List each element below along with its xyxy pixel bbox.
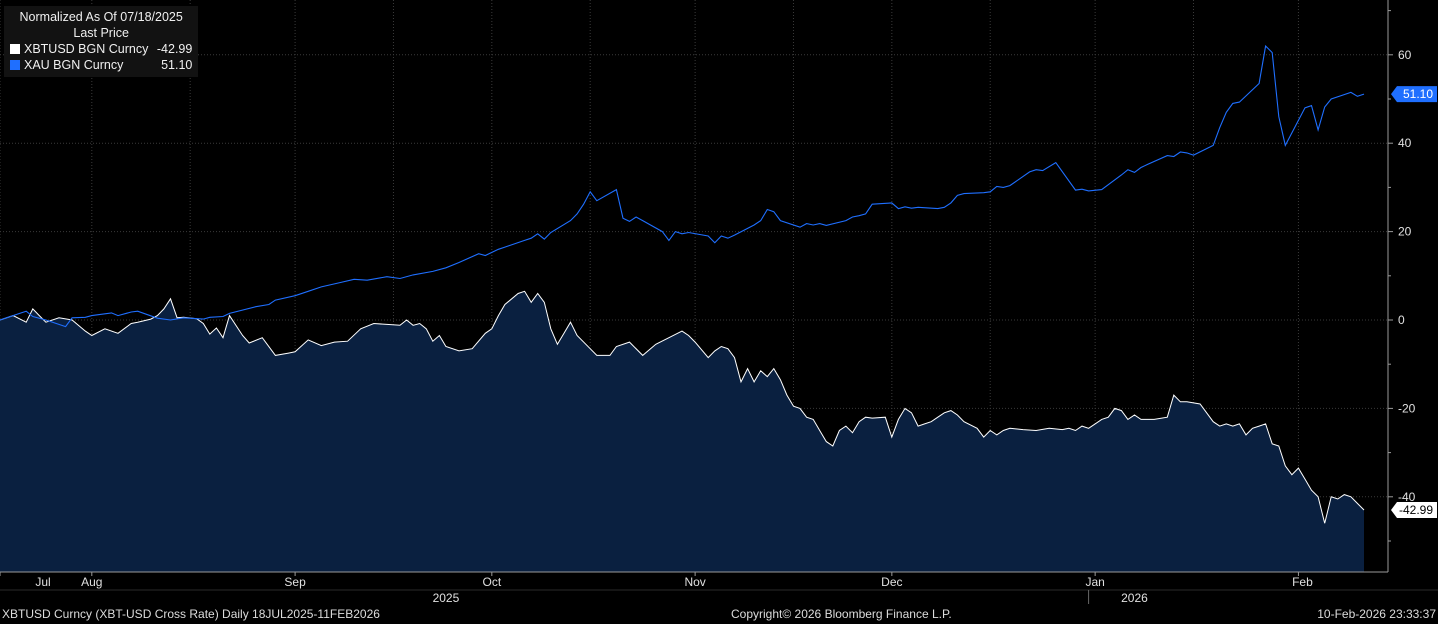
- footer-timestamp: 10-Feb-2026 23:33:37: [1317, 607, 1436, 621]
- xau-line-series: [0, 44, 1365, 328]
- y-axis-ticks: 60 40 20 0 -20 -40: [1388, 10, 1416, 542]
- year-label: 2025: [433, 591, 460, 605]
- legend-swatch-xbt: [10, 44, 20, 54]
- footer-copyright: Copyright© 2026 Bloomberg Finance L.P.: [731, 607, 952, 621]
- x-axis-ticks: Jul Aug Sep Oct Nov Dec Jan Feb 2025 2026: [0, 572, 1313, 605]
- x-tick-label: Aug: [81, 575, 102, 589]
- badge-label: 51.10: [1403, 87, 1433, 101]
- x-tick-label: Jan: [1085, 575, 1104, 589]
- y-tick-label: 20: [1398, 225, 1412, 239]
- legend-value-xau: 51.10: [161, 58, 193, 72]
- y-tick-label: 0: [1398, 313, 1405, 327]
- y-tick-label: -40: [1398, 490, 1416, 504]
- y-tick-label: -20: [1398, 401, 1416, 415]
- badge-shape: [1391, 502, 1437, 519]
- legend-name-xau: XAU BGN Curncy: [24, 58, 124, 72]
- badge-shape: [1391, 86, 1437, 103]
- badge-label: -42.99: [1399, 503, 1433, 517]
- legend-title: Normalized As Of 07/18/2025: [19, 10, 183, 24]
- xau-line: [0, 44, 1365, 328]
- legend: Normalized As Of 07/18/2025 Last Price X…: [4, 6, 199, 77]
- x-tick-label: Oct: [482, 575, 501, 589]
- legend-entry-xbt[interactable]: XBTUSD BGN Curncy -42.99: [10, 41, 192, 57]
- legend-name-xbt: XBTUSD BGN Curncy: [24, 42, 149, 56]
- legend-subtitle: Last Price: [73, 26, 129, 40]
- x-tick-label: Jul: [35, 575, 50, 589]
- legend-value-xbt: -42.99: [156, 42, 193, 56]
- last-value-badges: 51.10 -42.99: [1391, 86, 1437, 519]
- year-label: 2026: [1121, 591, 1148, 605]
- y-tick-label: 40: [1398, 136, 1412, 150]
- x-tick-label: Feb: [1292, 575, 1313, 589]
- footer-security: XBTUSD Curncy (XBT-USD Cross Rate) Daily…: [2, 607, 380, 621]
- x-tick-label: Nov: [684, 575, 705, 589]
- xbt-area-fill: [0, 291, 1364, 572]
- last-value-badge: -42.99: [1391, 502, 1437, 519]
- last-value-badge: 51.10: [1391, 86, 1437, 103]
- legend-entry-xau[interactable]: XAU BGN Curncy 51.10: [10, 57, 192, 73]
- axes: [0, 0, 1438, 604]
- x-tick-label: Dec: [881, 575, 902, 589]
- y-tick-label: 60: [1398, 48, 1412, 62]
- xbt-line: [0, 290, 1365, 524]
- xbt-area-series: [0, 290, 1365, 572]
- legend-swatch-xau: [10, 60, 20, 70]
- x-tick-label: Sep: [284, 575, 306, 589]
